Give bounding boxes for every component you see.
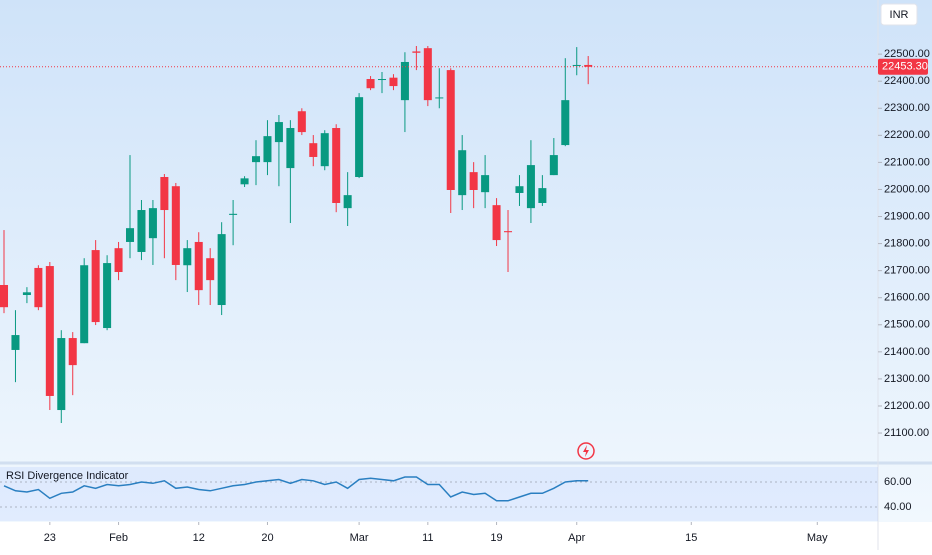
candle-body [160,177,169,211]
candle-body [561,100,570,146]
x-tick-label: May [807,532,828,544]
candle-body [526,165,535,209]
candle-body [504,231,513,233]
candle-body [332,128,341,203]
candle-body [194,241,203,291]
x-tick-label: 19 [490,532,502,544]
candle-body [458,150,467,196]
x-tick-label: Mar [350,532,369,544]
candle-body [435,97,444,99]
candle-body [274,122,283,143]
y-tick-label: 21700.00 [884,265,930,277]
candle-body [572,64,581,66]
y-tick-label: 21500.00 [884,319,930,331]
candle-body [320,133,329,167]
candle-body [103,263,112,329]
candle-body [80,265,89,344]
rsi-tick-label: 40.00 [884,501,912,513]
candle-body [492,205,501,241]
time-axis-bg [0,522,932,550]
candle-body [538,188,547,203]
y-tick-label: 22300.00 [884,102,930,114]
replay-icon[interactable] [577,442,595,460]
x-tick-label: Feb [109,532,128,544]
candle-body [0,284,9,308]
y-tick-label: 21100.00 [884,427,929,439]
candle-body [206,258,215,281]
candle-body [22,292,31,296]
y-tick-label: 22400.00 [884,75,930,87]
candle-body [34,267,43,308]
x-tick-label: 23 [44,532,56,544]
y-tick-label: 21200.00 [884,400,930,412]
candle-body [412,51,421,53]
candle-body [11,335,20,350]
rsi-band [0,467,878,521]
candle-body [355,97,364,178]
candle-body [45,266,54,396]
y-tick-label: 22500.00 [884,48,930,60]
x-tick-label: 15 [685,532,697,544]
candle-body [297,111,306,133]
candle-body [126,228,135,242]
candle-body [217,234,226,306]
candle-body [481,175,490,193]
candle-body [137,210,146,252]
x-tick-label: 20 [261,532,273,544]
indicator-title: RSI Divergence Indicator [6,470,129,482]
y-tick-label: 22100.00 [884,156,930,168]
candle-body [366,79,375,89]
x-tick-label: 12 [193,532,205,544]
currency-button[interactable] [880,3,918,26]
y-tick-label: 21600.00 [884,292,930,304]
y-tick-label: 21300.00 [884,373,930,385]
y-tick-label: 21800.00 [884,237,930,249]
candle-body [423,48,432,101]
candle-body [378,79,387,81]
candle-body [114,248,123,273]
y-tick-label: 22200.00 [884,129,930,141]
icon-circle [577,442,595,460]
candle-body [263,136,272,163]
x-tick-label: Apr [568,532,585,544]
candle-body [309,143,318,157]
candle-body [515,186,524,193]
candle-body [389,77,398,87]
candle-body [446,70,455,190]
candle-body [549,155,558,176]
candle-body [183,248,192,266]
last-price-label: 22453.30 [882,61,928,73]
last-price-badge [878,58,928,75]
candle-body [229,213,238,215]
x-tick-label: 11 [422,532,433,544]
candle-body [343,195,352,209]
y-tick-label: 22000.00 [884,183,930,195]
rsi-tick-label: 60.00 [884,476,912,488]
candle-body [240,178,249,185]
candle-body [57,338,66,411]
candle-body [91,250,100,323]
currency-label: INR [890,9,909,21]
candle-body [68,338,77,366]
candle-body [469,172,478,190]
candle-body [400,61,409,101]
candle-body [148,208,157,239]
icon-bolt [583,445,589,457]
candle-body [252,156,261,163]
rsi-line [3,476,589,502]
candle-body [584,64,593,67]
y-tick-label: 21900.00 [884,210,930,222]
candle-body [171,186,180,265]
candle-body [286,128,295,169]
y-tick-label: 21400.00 [884,346,930,358]
